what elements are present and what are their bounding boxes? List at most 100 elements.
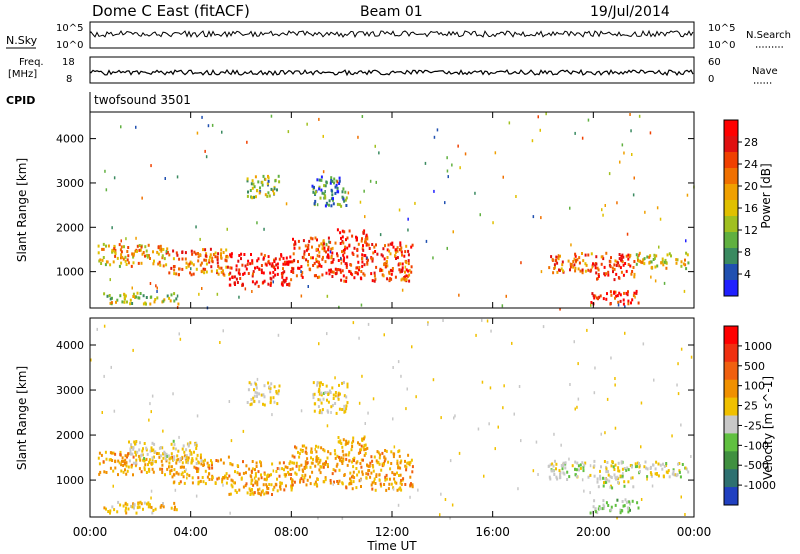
echo-cell (251, 179, 254, 183)
echo-cell (151, 511, 154, 515)
echo-cell (327, 245, 330, 249)
echo-cell (338, 176, 341, 180)
echo-cell (615, 264, 618, 267)
echo-cell (322, 239, 325, 243)
echo-cell (272, 396, 275, 400)
echo-cell (618, 264, 621, 268)
echo-cell (457, 144, 459, 148)
echo-cell (464, 152, 467, 156)
echo-cell (229, 253, 232, 257)
echo-cell (313, 274, 316, 278)
echo-cell (318, 264, 321, 268)
echo-cell (204, 469, 207, 473)
echo-cell (211, 477, 214, 481)
echo-cell (219, 341, 221, 344)
echo-cell (181, 257, 184, 261)
echo-cell (361, 374, 363, 378)
y-tick-label: 4000 (56, 339, 84, 352)
echo-cell (394, 480, 397, 484)
echo-cell (290, 484, 293, 488)
echo-cell (574, 473, 577, 477)
echo-cell (334, 452, 337, 456)
echo-cell (680, 423, 682, 427)
echo-cell (539, 128, 541, 132)
echo-cell (494, 151, 497, 155)
echo-cell (392, 366, 394, 369)
echo-cell (596, 266, 599, 270)
echo-cell (264, 193, 267, 197)
echo-cell (614, 296, 616, 300)
echo-cell (267, 179, 270, 183)
echo-cell (427, 322, 429, 326)
echo-cell (583, 463, 586, 467)
echo-cell (199, 253, 202, 257)
echo-cell (641, 261, 644, 265)
echo-cell (380, 468, 383, 472)
echo-cell (340, 204, 343, 208)
echo-cell (205, 270, 208, 274)
echo-cell (415, 395, 417, 399)
echo-cell (316, 238, 318, 242)
echo-cell (137, 502, 140, 506)
echo-cell (383, 483, 386, 486)
echo-cell (266, 487, 269, 490)
echo-cell (122, 470, 125, 474)
echo-cell (321, 257, 324, 261)
echo-cell (143, 442, 146, 445)
echo-cell (334, 185, 337, 189)
echo-cell (144, 254, 146, 258)
echo-cell (579, 269, 582, 273)
echo-cell (345, 204, 348, 207)
echo-cell (604, 431, 606, 435)
echo-cell (129, 450, 132, 454)
echo-cell (673, 473, 675, 477)
echo-cell (335, 183, 338, 187)
echo-cell (133, 506, 135, 510)
echo-cell (385, 259, 388, 263)
echo-cell (111, 505, 114, 509)
echo-cell (446, 246, 448, 250)
echo-cell (357, 441, 359, 445)
echo-cell (358, 268, 360, 272)
echo-cell (240, 252, 243, 256)
echo-cell (302, 239, 305, 243)
echo-cell (200, 459, 203, 462)
echo-cell (346, 246, 349, 250)
y-tick-label: 2000 (56, 221, 84, 234)
nsky-tick-top: 10^5 (56, 23, 83, 34)
echo-cell (624, 262, 627, 265)
echo-cell (267, 282, 270, 286)
echo-cell (569, 262, 572, 266)
echo-cell (630, 301, 632, 305)
echo-cell (244, 264, 247, 268)
echo-cell (357, 135, 359, 139)
echo-cell (235, 264, 238, 268)
echo-cell (158, 455, 161, 459)
echo-cell (360, 270, 363, 273)
echo-cell (511, 341, 513, 345)
nsky-label: N.Sky (6, 34, 38, 47)
echo-cell (326, 398, 328, 402)
echo-cell (159, 446, 162, 449)
echo-cell (276, 188, 278, 192)
echo-cell (684, 258, 686, 262)
echo-cell (283, 260, 286, 264)
echo-cell (327, 393, 330, 396)
echo-cell (320, 188, 323, 192)
velocity-colorbar-label-text: Velocity [m s^-1] (761, 376, 775, 480)
echo-cell (375, 180, 377, 184)
echo-cell (577, 362, 579, 366)
echo-cell (373, 279, 376, 283)
echo-cell (263, 227, 265, 231)
echo-cell (332, 258, 335, 261)
echo-cell (113, 508, 116, 512)
echo-cell (340, 456, 343, 460)
echo-cell (138, 457, 141, 461)
echo-cell (341, 445, 344, 449)
echo-cell (657, 462, 660, 466)
echo-cell (626, 293, 629, 297)
echo-cell (557, 257, 560, 261)
echo-cell (183, 481, 186, 485)
echo-cell (269, 283, 272, 287)
echo-cell (300, 273, 303, 277)
